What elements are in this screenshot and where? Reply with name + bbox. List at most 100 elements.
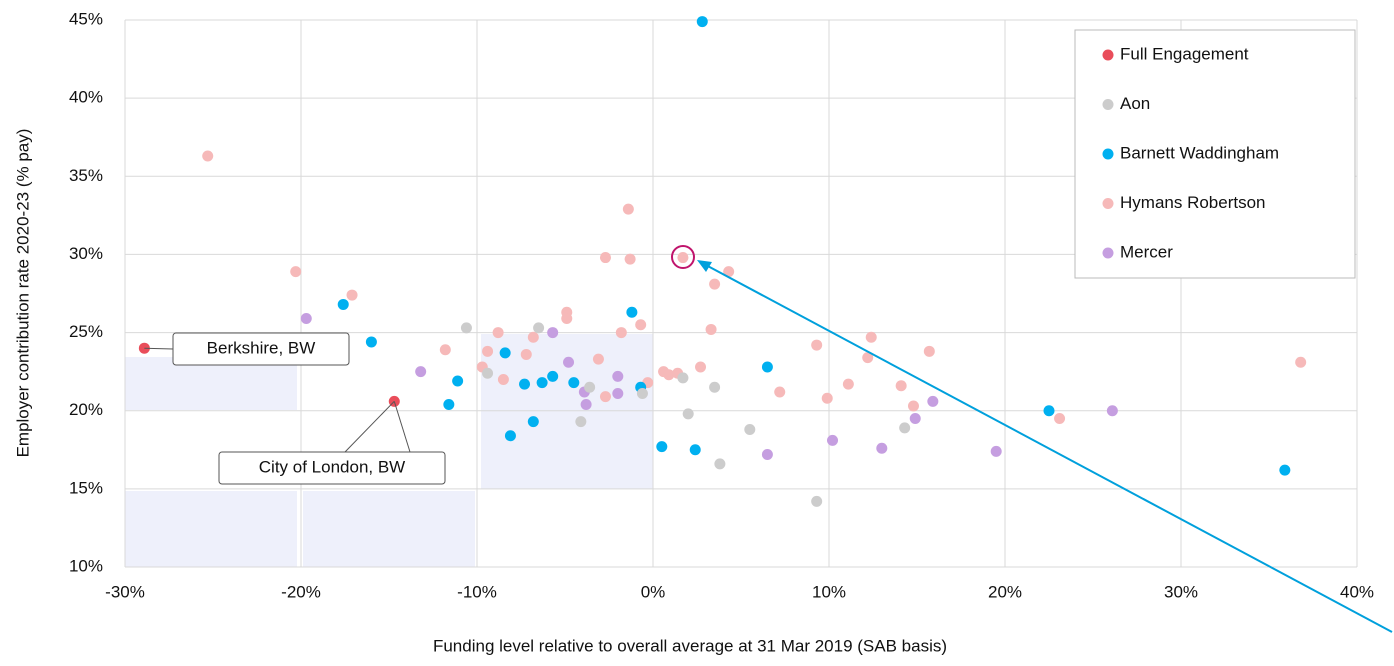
legend-label: Hymans Robertson	[1120, 193, 1266, 212]
point	[460, 322, 472, 334]
y-tick-label: 25%	[69, 322, 103, 341]
point	[612, 370, 624, 382]
point	[862, 352, 874, 364]
annotation: City of London, BW	[259, 457, 405, 476]
point	[346, 289, 358, 301]
point	[842, 378, 854, 390]
point	[290, 266, 302, 278]
shade	[125, 357, 297, 410]
point	[927, 395, 939, 407]
legend-label: Mercer	[1120, 242, 1173, 261]
point	[714, 458, 726, 470]
arrow-head	[697, 260, 712, 272]
leader-line	[393, 401, 411, 453]
point	[439, 344, 451, 356]
legend-label: Full Engagement	[1120, 44, 1249, 63]
point	[827, 434, 839, 446]
legend-box	[1074, 29, 1356, 279]
legend-marker	[1102, 198, 1114, 209]
point	[575, 416, 587, 428]
point	[202, 150, 214, 162]
point	[705, 323, 717, 335]
point	[635, 319, 647, 331]
point	[709, 381, 721, 393]
legend-marker	[1102, 99, 1114, 110]
point	[527, 416, 539, 428]
point	[1054, 413, 1066, 425]
point	[1106, 405, 1118, 417]
y-tick-label: 20%	[69, 400, 103, 419]
x-tick-label: 0%	[641, 582, 666, 601]
y-axis-title: Employer contribution rate 2020-23 (% pa…	[13, 129, 32, 458]
point	[615, 327, 627, 339]
point	[899, 422, 911, 434]
point	[761, 448, 773, 460]
x-tick-label: -10%	[457, 582, 497, 601]
point	[365, 336, 377, 348]
point	[677, 252, 689, 264]
y-tick-label: 35%	[69, 166, 103, 185]
point	[689, 444, 701, 456]
point	[337, 298, 349, 310]
point	[482, 345, 494, 357]
point	[536, 377, 548, 389]
point	[709, 278, 721, 290]
legend-label: Aon	[1120, 94, 1150, 113]
point	[774, 386, 786, 398]
point	[504, 430, 516, 442]
point	[527, 331, 539, 343]
legend-marker	[1102, 148, 1114, 160]
shade	[303, 491, 475, 567]
annotation: Berkshire, BW	[207, 338, 316, 357]
point	[895, 380, 907, 392]
point	[612, 388, 624, 400]
arrow	[703, 263, 1393, 633]
point	[563, 356, 575, 368]
point	[482, 367, 494, 379]
point	[519, 378, 531, 390]
point	[695, 361, 707, 373]
point	[761, 361, 773, 373]
point	[811, 495, 823, 507]
point	[520, 348, 532, 360]
x-tick-label: 40%	[1340, 582, 1374, 601]
y-tick-label: 10%	[69, 556, 103, 575]
point	[1295, 356, 1307, 368]
point	[568, 377, 580, 389]
x-tick-label: 30%	[1164, 582, 1198, 601]
legend-label: Barnett Waddingham	[1120, 143, 1279, 162]
point	[443, 398, 455, 410]
shade	[125, 491, 297, 567]
point	[533, 322, 545, 334]
point	[723, 266, 735, 278]
grid	[124, 19, 1358, 568]
annotation-box	[218, 451, 446, 485]
point	[1043, 405, 1055, 417]
point	[811, 339, 823, 351]
point	[492, 327, 504, 339]
point	[592, 353, 604, 365]
point	[622, 203, 634, 215]
y-tick-label: 45%	[69, 9, 103, 28]
point	[300, 313, 312, 325]
legend-marker	[1102, 49, 1114, 61]
point	[624, 253, 636, 265]
x-tick-label: -20%	[281, 582, 321, 601]
point	[696, 16, 708, 28]
point	[636, 388, 648, 400]
x-axis-title: Funding level relative to overall averag…	[433, 636, 947, 655]
point	[584, 381, 596, 393]
point	[1279, 464, 1291, 476]
point	[497, 373, 509, 385]
y-tick-label: 15%	[69, 478, 103, 497]
point	[499, 347, 511, 359]
point	[580, 398, 592, 410]
point	[547, 370, 559, 382]
point	[865, 331, 877, 343]
point	[744, 423, 756, 435]
point	[547, 327, 559, 339]
x-tick-label: 20%	[988, 582, 1022, 601]
point	[656, 441, 668, 453]
point	[599, 391, 611, 403]
legend-marker	[1102, 247, 1114, 259]
